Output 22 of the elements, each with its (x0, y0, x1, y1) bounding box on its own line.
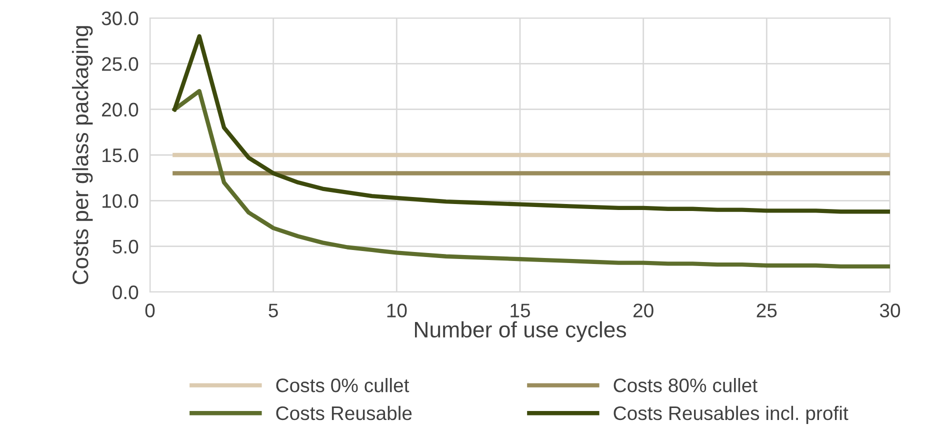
y-tick-label: 15.0 (102, 148, 138, 162)
y-tick-label: 30.0 (102, 11, 138, 26)
x-tick-label: 25 (756, 304, 777, 318)
x-tick-label: 30 (880, 304, 900, 318)
x-tick-label: 15 (510, 304, 530, 318)
y-tick-label: 25.0 (102, 57, 138, 71)
line-series (172, 34, 890, 214)
y-tick-label: 20.0 (102, 102, 138, 117)
legend-label: Costs 80% cullet (614, 378, 758, 392)
line-series (172, 88, 890, 269)
legend-label: Costs Reusables incl. profit (614, 406, 848, 424)
legend-label: Costs 0% cullet (276, 378, 410, 392)
y-tick-label: 0.0 (112, 285, 138, 300)
x-tick-label: 20 (634, 304, 654, 318)
legend-label: Costs Reusable (276, 406, 412, 420)
x-axis-title: Number of use cycles (415, 321, 626, 342)
y-tick-label: 10.0 (102, 194, 138, 208)
x-tick-label: 0 (145, 304, 155, 318)
x-tick-label: 5 (268, 304, 278, 318)
y-axis-title: Costs per glass packaging (72, 26, 93, 284)
y-tick-label: 5.0 (112, 240, 138, 254)
x-tick-label: 10 (387, 304, 407, 318)
